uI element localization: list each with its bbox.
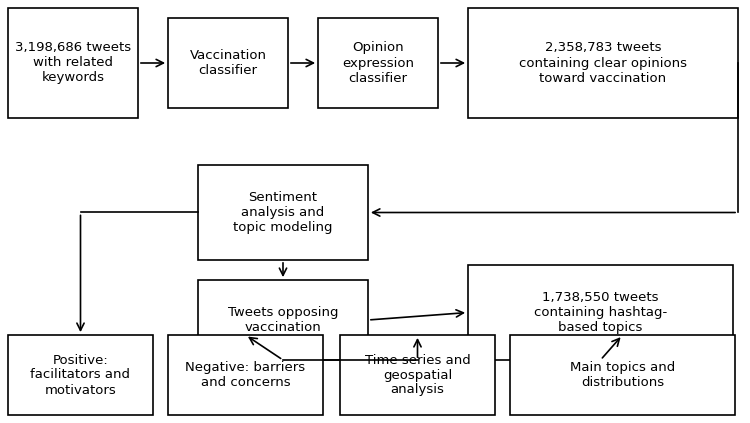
FancyBboxPatch shape <box>510 335 735 415</box>
FancyBboxPatch shape <box>318 18 438 108</box>
Text: Main topics and
distributions: Main topics and distributions <box>570 361 675 389</box>
Text: Positive:
facilitators and
motivators: Positive: facilitators and motivators <box>31 354 130 396</box>
Text: 3,198,686 tweets
with related
keywords: 3,198,686 tweets with related keywords <box>15 41 131 85</box>
FancyBboxPatch shape <box>340 335 495 415</box>
Text: 2,358,783 tweets
containing clear opinions
toward vaccination: 2,358,783 tweets containing clear opinio… <box>519 41 687 85</box>
Text: 1,738,550 tweets
containing hashtag-
based topics: 1,738,550 tweets containing hashtag- bas… <box>534 291 668 334</box>
FancyBboxPatch shape <box>8 335 153 415</box>
FancyBboxPatch shape <box>8 8 138 118</box>
Text: Sentiment
analysis and
topic modeling: Sentiment analysis and topic modeling <box>233 191 333 234</box>
Text: Negative: barriers
and concerns: Negative: barriers and concerns <box>185 361 305 389</box>
Text: Time series and
geospatial
analysis: Time series and geospatial analysis <box>364 354 470 396</box>
FancyBboxPatch shape <box>168 335 323 415</box>
Text: Opinion
expression
classifier: Opinion expression classifier <box>342 41 414 85</box>
Text: Vaccination
classifier: Vaccination classifier <box>190 49 266 77</box>
FancyBboxPatch shape <box>468 8 738 118</box>
FancyBboxPatch shape <box>198 165 368 260</box>
FancyBboxPatch shape <box>468 265 733 360</box>
FancyBboxPatch shape <box>198 280 368 360</box>
Text: Tweets opposing
vaccination: Tweets opposing vaccination <box>228 306 338 334</box>
FancyBboxPatch shape <box>168 18 288 108</box>
